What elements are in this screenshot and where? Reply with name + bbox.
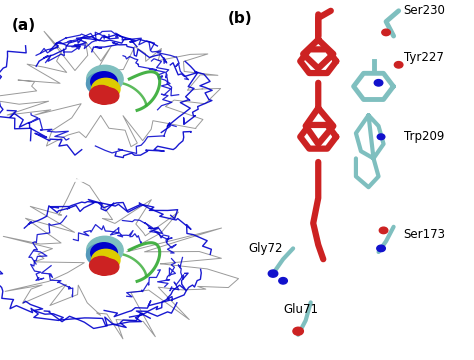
Text: Ser230: Ser230 <box>404 4 446 17</box>
Circle shape <box>394 62 403 68</box>
Circle shape <box>279 278 287 284</box>
Circle shape <box>293 327 303 335</box>
Circle shape <box>87 65 123 93</box>
Circle shape <box>377 134 385 140</box>
Circle shape <box>94 90 113 104</box>
Text: (b): (b) <box>228 11 252 26</box>
Circle shape <box>91 78 120 100</box>
Text: (a): (a) <box>12 18 36 33</box>
Circle shape <box>382 29 390 36</box>
Circle shape <box>93 75 120 95</box>
Circle shape <box>90 85 113 103</box>
Text: Trp209: Trp209 <box>404 130 444 143</box>
Circle shape <box>86 72 116 95</box>
Circle shape <box>374 80 383 86</box>
Circle shape <box>93 246 120 266</box>
Circle shape <box>268 270 278 277</box>
Circle shape <box>87 236 123 264</box>
Circle shape <box>379 227 388 234</box>
Circle shape <box>377 245 385 252</box>
Circle shape <box>98 259 119 275</box>
Circle shape <box>94 261 113 275</box>
Circle shape <box>91 249 120 271</box>
Circle shape <box>98 88 119 104</box>
Text: Tyr227: Tyr227 <box>404 51 444 64</box>
Circle shape <box>91 72 117 92</box>
Text: Ser173: Ser173 <box>404 228 446 240</box>
Circle shape <box>91 243 117 263</box>
Text: Glu71: Glu71 <box>283 303 318 316</box>
Circle shape <box>86 243 116 266</box>
Text: Gly72: Gly72 <box>248 242 283 255</box>
Circle shape <box>90 256 113 274</box>
